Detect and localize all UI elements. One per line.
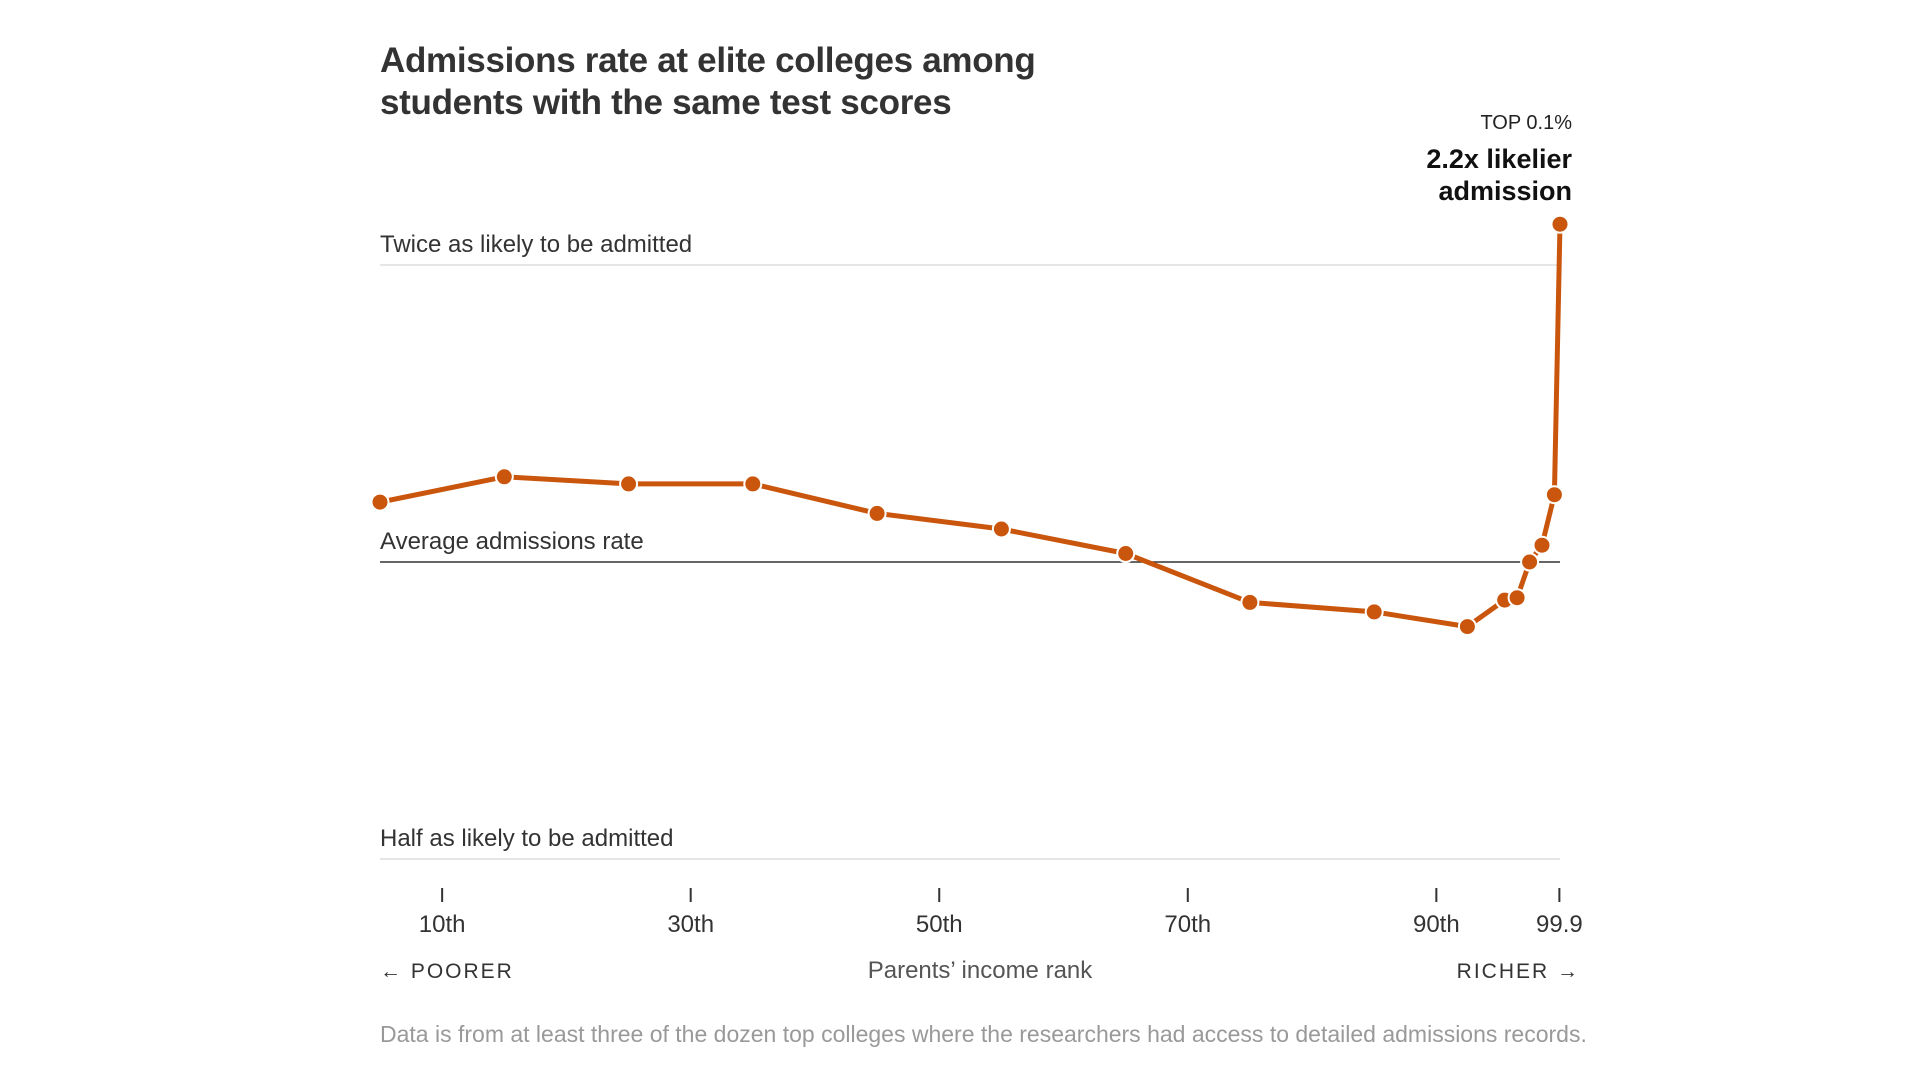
data-point-15 [1550, 214, 1570, 234]
data-point-2 [619, 474, 639, 494]
x-tick-label-1: 30th [667, 911, 714, 938]
annotation-value-line2: admission [1438, 176, 1572, 206]
data-point-4 [867, 503, 887, 523]
x-axis-title: Parents’ income rank [868, 957, 1094, 984]
x-tick-label-0: 10th [419, 911, 466, 938]
series-line [377, 221, 1563, 630]
reference-label-1: Average admissions rate [380, 528, 644, 555]
reference-labels: Twice as likely to be admitted Average ad… [380, 231, 692, 852]
data-point-9 [1457, 617, 1477, 637]
data-point-6 [1116, 544, 1136, 563]
chart-title: Admissions rate at elite colleges among … [380, 41, 1036, 122]
data-point-5 [991, 519, 1011, 539]
richer-label: RICHER → [1457, 960, 1580, 983]
x-tick-label-4: 90th [1413, 911, 1460, 938]
source-note: Data is from at least three of the dozen… [380, 1021, 1587, 1047]
x-tick-label-5: 99.9 [1536, 911, 1583, 938]
data-point-11 [1507, 588, 1527, 608]
x-tick-label-3: 70th [1164, 911, 1211, 938]
reference-lines [380, 264, 1560, 860]
reference-label-2: Half as likely to be admitted [380, 825, 673, 852]
data-point-1 [494, 467, 514, 487]
data-point-3 [743, 474, 763, 494]
reference-label-0: Twice as likely to be admitted [380, 231, 692, 258]
x-axis: 10th 30th 50th 70th 90th 99.9 [419, 888, 1583, 938]
data-point-14 [1544, 485, 1564, 505]
annotation-value-line1: 2.2x likelier [1426, 144, 1572, 174]
data-point-13 [1532, 535, 1552, 555]
x-tick-label-2: 50th [916, 911, 963, 938]
data-point-12 [1520, 552, 1540, 572]
poorer-label: ← POORER [380, 960, 514, 983]
annotation-top-label: TOP 0.1% [1480, 112, 1572, 134]
data-point-0 [370, 492, 390, 512]
data-point-8 [1364, 602, 1384, 622]
data-point-7 [1240, 592, 1260, 612]
series-line-group [377, 221, 1563, 630]
series-points [370, 214, 1570, 637]
